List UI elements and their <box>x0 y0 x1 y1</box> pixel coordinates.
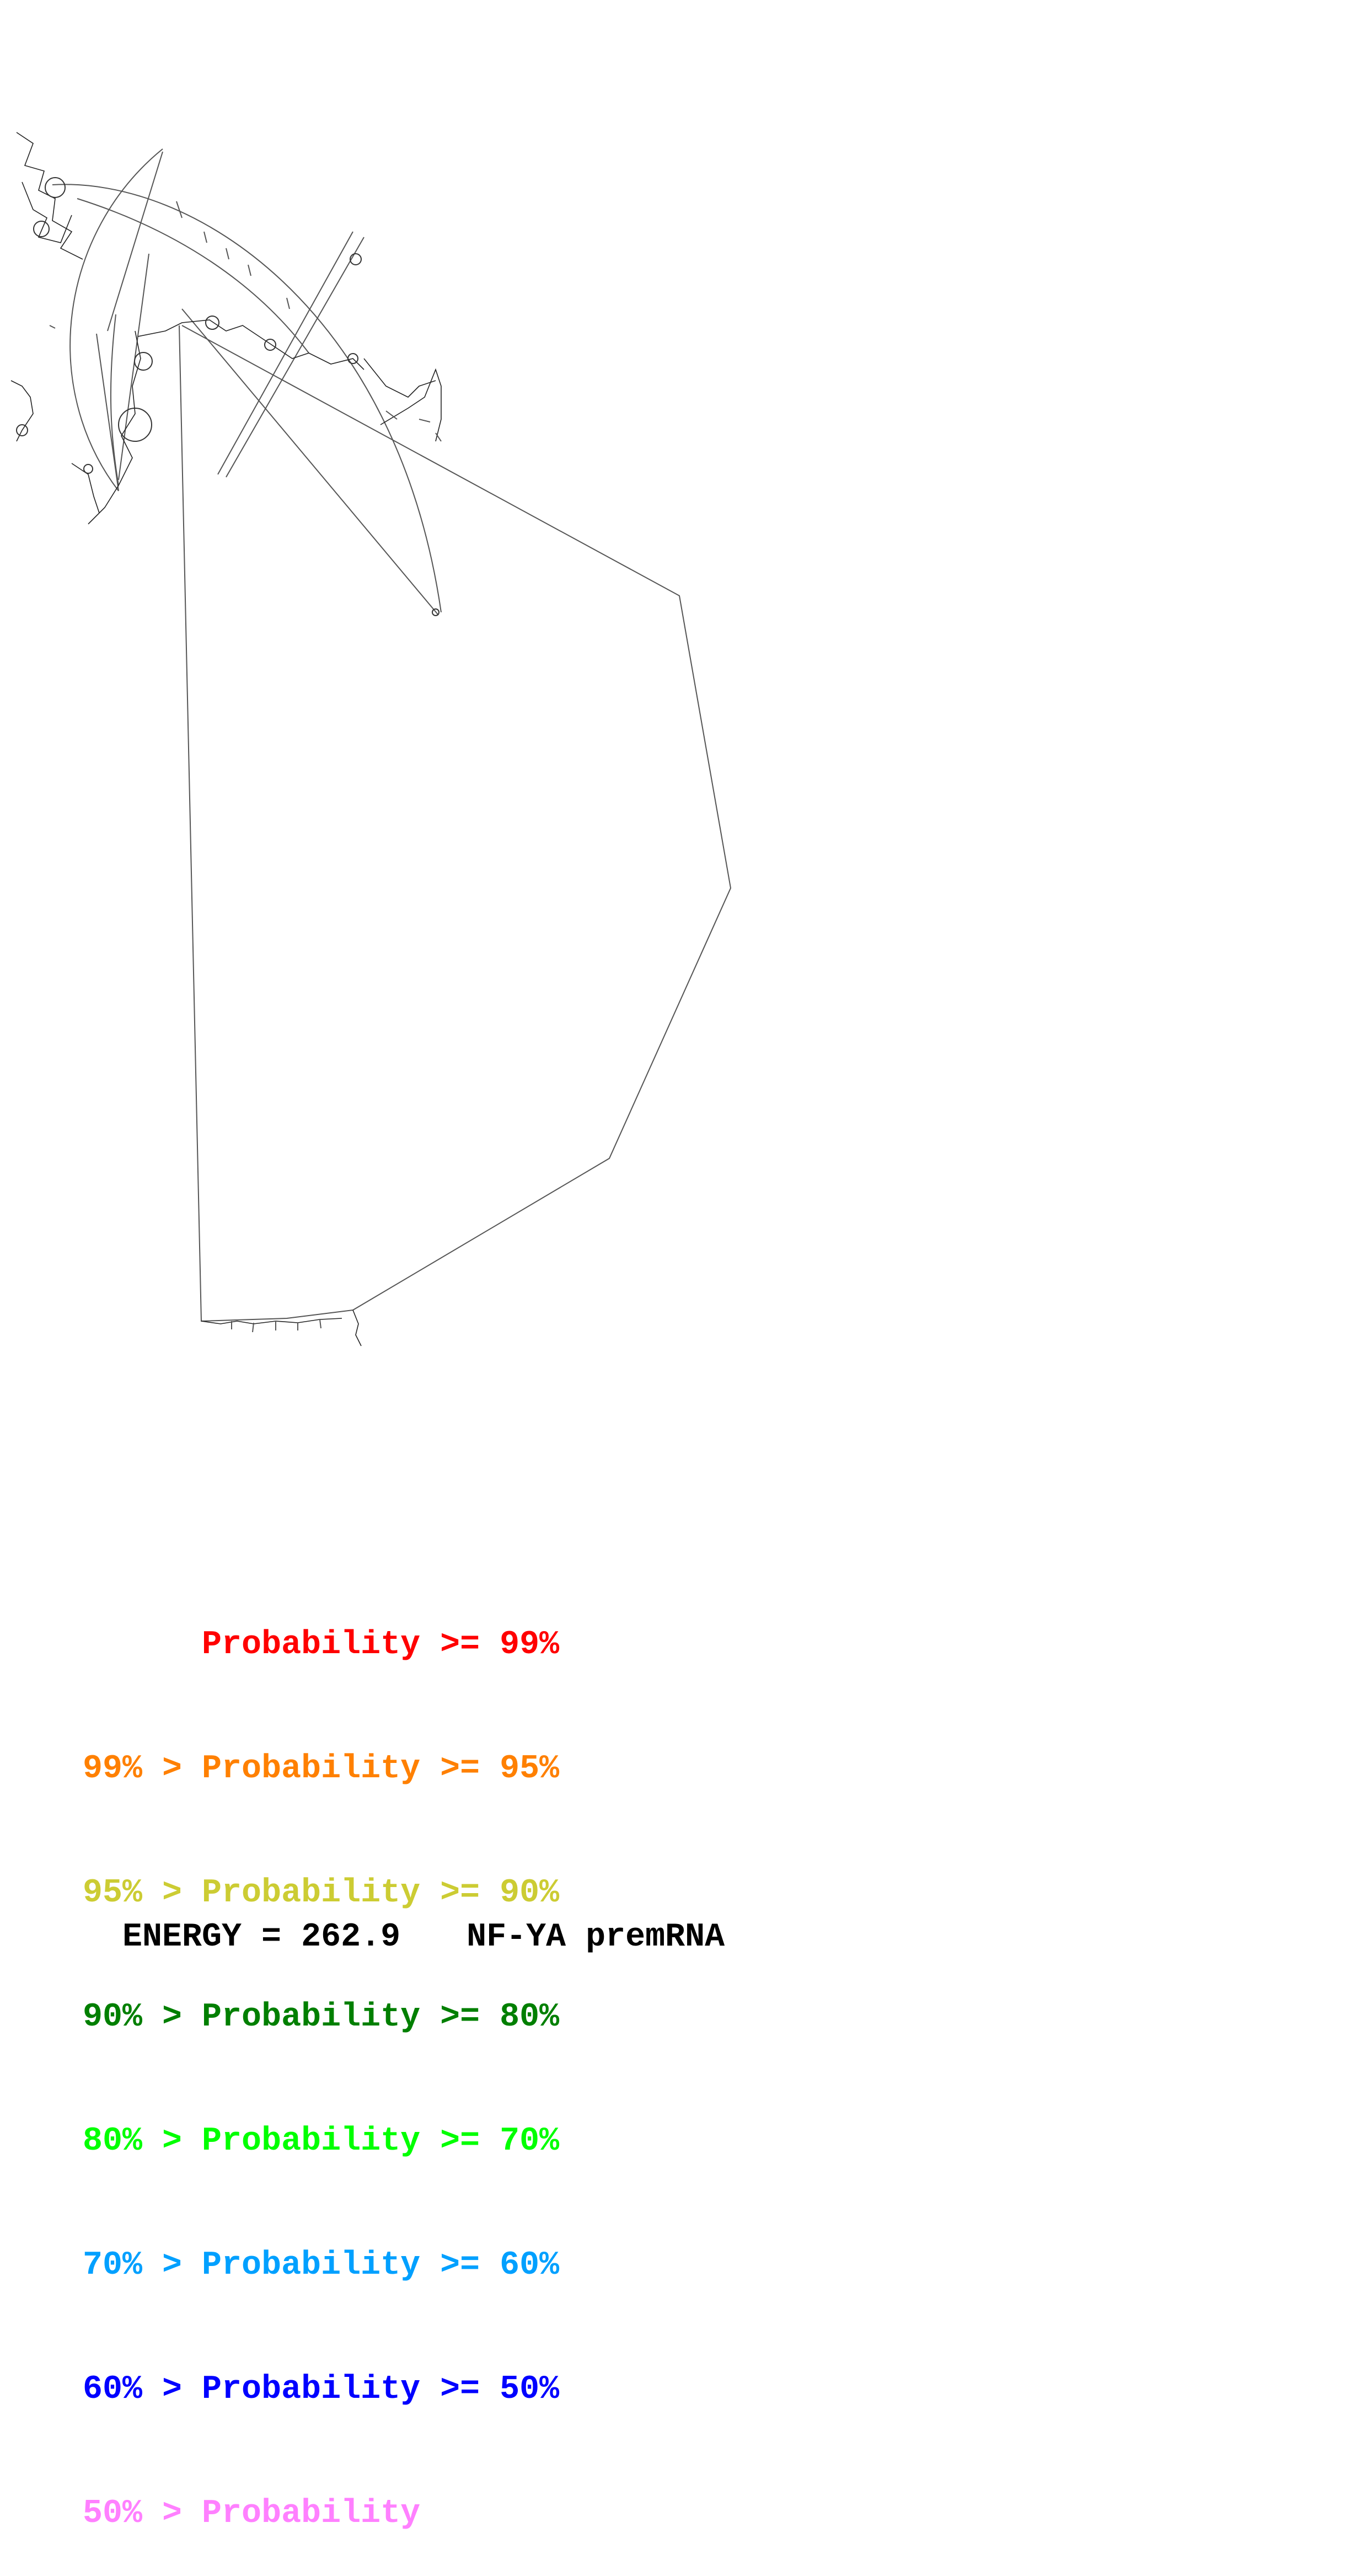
helix-bottom <box>201 1318 342 1324</box>
left-arc-inner <box>110 314 119 486</box>
legend-label: Probability <box>202 1998 421 2036</box>
loop-10 <box>83 464 93 474</box>
loop-9 <box>16 424 28 436</box>
loop-6 <box>264 339 276 351</box>
legend-label: Probability <box>202 1750 421 1788</box>
helix-center-down <box>88 330 141 525</box>
legend-suffix: >= 90% <box>440 1874 560 1912</box>
spoke-2 <box>118 253 149 480</box>
left-arc-backbone <box>69 148 163 491</box>
right-arc-backbone <box>52 184 442 613</box>
loop-1 <box>45 177 66 198</box>
arc-inner <box>77 198 309 354</box>
helix-cluster-top-left-2 <box>22 181 72 243</box>
helix-cluster-top-left <box>16 132 83 260</box>
outer-loop-backbone <box>179 325 732 1322</box>
legend-prefix: 50% > <box>83 2495 202 2532</box>
legend-prefix: 90% > <box>83 1998 202 2036</box>
legend-row-60: 70% > Probability >= 60% <box>83 2245 559 2286</box>
legend-row-50: 60% > Probability >= 50% <box>83 2369 559 2411</box>
legend-prefix: 80% > <box>83 2123 202 2160</box>
legend-suffix: >= 50% <box>440 2371 560 2408</box>
loop-2 <box>33 221 50 237</box>
legend-suffix: >= 80% <box>440 1998 560 2036</box>
legend-prefix: 70% > <box>83 2247 202 2284</box>
rna-secondary-structure <box>10 132 732 1346</box>
helix-right <box>363 358 436 398</box>
legend-label: Probability <box>202 1874 421 1912</box>
legend-label: Probability <box>202 2495 421 2532</box>
legend-label: Probability <box>202 2247 421 2284</box>
helix-bottom-right <box>352 1310 362 1346</box>
legend-row-90: 95% > Probability >= 90% <box>83 1873 559 1914</box>
probability-legend: Probability >= 99% 99% > Probability >= … <box>83 1542 559 2576</box>
helix-central <box>137 319 364 370</box>
loop-4 <box>118 408 152 442</box>
energy-value: ENERGY = 262.9 <box>122 1918 401 1956</box>
loop-5 <box>205 316 219 330</box>
legend-prefix: 95% > <box>83 1874 202 1912</box>
helix-left-cluster <box>10 380 34 442</box>
diagonal-stem <box>181 308 439 616</box>
legend-label: Probability <box>202 2123 421 2160</box>
legend-prefix: 99% > <box>83 1750 202 1788</box>
legend-row-80: 90% > Probability >= 80% <box>83 1997 559 2038</box>
legend-prefix: 60% > <box>83 2371 202 2408</box>
legend-suffix: >= 60% <box>440 2247 560 2284</box>
loop-8 <box>350 253 362 265</box>
legend-suffix: >= 99% <box>440 1626 560 1664</box>
arm-left <box>217 231 353 475</box>
legend-suffix: >= 95% <box>440 1750 560 1788</box>
helix-left-cluster-2 <box>71 463 100 514</box>
spoke-3 <box>96 333 119 491</box>
legend-row-95: 99% > Probability >= 95% <box>83 1749 559 1790</box>
legend-suffix: >= 70% <box>440 2123 560 2160</box>
loop-11 <box>432 608 439 616</box>
legend-row-below-50: 50% > Probability <box>83 2493 559 2535</box>
legend-label: Probability <box>202 2371 421 2408</box>
legend-row-99: Probability >= 99% <box>83 1624 559 1666</box>
legend-row-70: 80% > Probability >= 70% <box>83 2121 559 2162</box>
loop-7 <box>347 353 358 364</box>
loop-3 <box>134 352 153 371</box>
spoke-1 <box>107 151 163 332</box>
hairpin-ticks <box>49 201 442 1333</box>
structure-footer: ENERGY = 262.9 NF-YA premRNA <box>83 1881 725 1956</box>
sequence-name: NF-YA premRNA <box>467 1918 725 1956</box>
helix-far-right <box>380 368 442 442</box>
legend-label: Probability <box>202 1626 421 1664</box>
